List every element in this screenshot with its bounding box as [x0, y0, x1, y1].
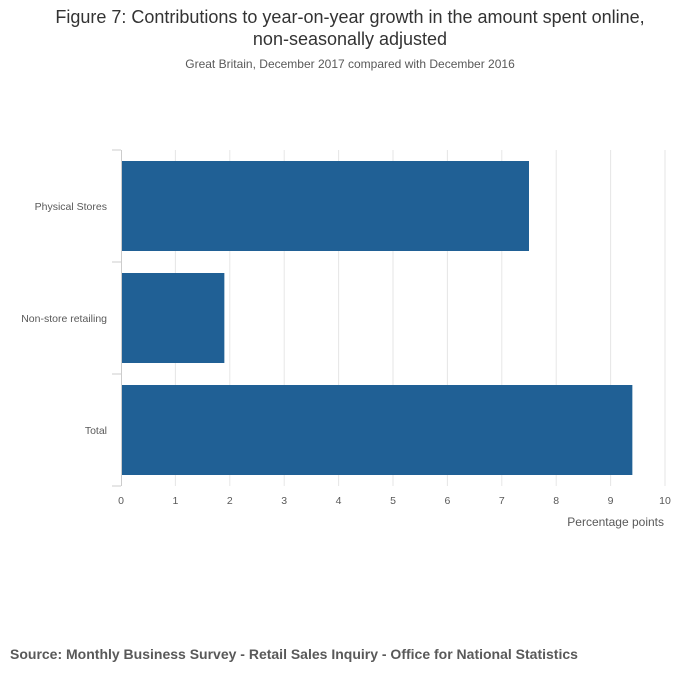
y-tick-label-physical-stores: Physical Stores — [35, 201, 107, 213]
x-tick-label-3: 3 — [281, 495, 287, 507]
axes — [112, 149, 122, 487]
chart-title-line-1: Figure 7: Contributions to year-on-year … — [55, 7, 645, 27]
x-axis-title: Percentage points — [567, 515, 664, 529]
x-tick-label-6: 6 — [444, 495, 450, 507]
x-tick-label-1: 1 — [172, 495, 178, 507]
x-tick-label-9: 9 — [608, 495, 614, 507]
bars — [121, 161, 633, 475]
x-tick-label-4: 4 — [336, 495, 342, 507]
axis-labels: 0 1 2 3 4 5 6 7 8 9 10 Physical Stores Non-store ret… — [21, 201, 671, 507]
y-tick-label-total: Total — [85, 425, 107, 437]
x-tick-label-10: 10 — [659, 495, 671, 507]
x-tick-label-5: 5 — [390, 495, 396, 507]
bar-physical-stores — [121, 161, 529, 251]
x-tick-label-0: 0 — [118, 495, 124, 507]
bar-non-store-retailing — [121, 273, 225, 363]
x-tick-label-7: 7 — [499, 495, 505, 507]
chart-title-line-2: non-seasonally adjusted — [252, 29, 448, 49]
x-tick-label-8: 8 — [553, 495, 559, 507]
bar-total — [121, 385, 633, 475]
source-note: Source: Monthly Business Survey - Retail… — [10, 646, 578, 662]
x-tick-label-2: 2 — [227, 495, 233, 507]
chart-title: Figure 7: Contributions to year-on-year … — [0, 6, 700, 50]
y-tick-label-non-store-retailing: Non-store retailing — [21, 313, 107, 325]
chart-subtitle: Great Britain, December 2017 compared wi… — [185, 57, 515, 71]
bar-chart: 0 1 2 3 4 5 6 7 8 9 10 Physical Stores Non-store ret… — [21, 149, 671, 529]
